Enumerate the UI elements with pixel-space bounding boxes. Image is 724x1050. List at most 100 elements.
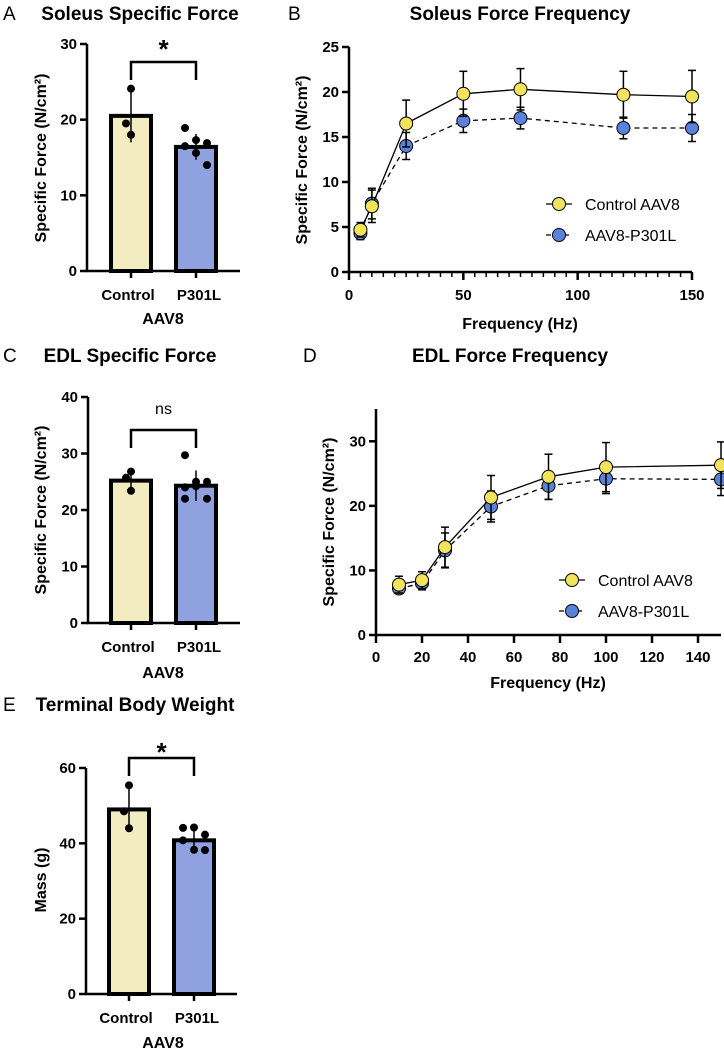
panel-c-ytick-label: 20 [61, 502, 78, 519]
panel-d-legend-label: AAV8-P301L [598, 604, 689, 621]
panel-c-data-point [127, 486, 135, 495]
panel-a-category-label: P301L [177, 287, 221, 304]
panel-a-data-point [192, 148, 200, 157]
panel-c-data-point [181, 483, 189, 492]
panel-e-bar-control [107, 807, 151, 997]
panel-a-data-point [181, 123, 189, 132]
chart-marks: 0 10 20 30 Control P301L * 0 10 20 30 40 Control P301… [59, 34, 724, 1027]
panel-a-ytick-label: 20 [60, 112, 77, 129]
panel-e-data-point [190, 823, 198, 832]
panel-d-xtick-label: 80 [552, 649, 569, 666]
panel-a-data-point [203, 139, 211, 148]
panel-d-xtick-label: 140 [685, 649, 710, 666]
panel-b-legend-label: Control AAV8 [585, 197, 680, 214]
panel-e-category-label: P301L [175, 1010, 219, 1027]
panel-b-legend-marker [552, 197, 566, 211]
panel-d-xtick-label: 120 [639, 649, 664, 666]
panel-e-xlabel: AAV8 [142, 1035, 184, 1050]
panel-a-data-point [122, 119, 130, 128]
panel-c-data-point [181, 451, 189, 460]
panel-b-series-line [359, 117, 692, 234]
panel-c-data-point [122, 473, 130, 482]
panel-b-ytick-label: 0 [331, 264, 339, 281]
panel-c-significance-label: ns [155, 401, 172, 418]
panel-d-xlabel: Frequency (Hz) [490, 675, 606, 692]
panel-b-data-point [513, 111, 528, 126]
panel-a-xlabel: AAV8 [142, 311, 184, 328]
panel-a-category-label: Control [101, 287, 154, 304]
panel-b-ylabel: Specific Force (N/cm²) [294, 76, 311, 245]
panel-e-data-point [179, 836, 187, 845]
panel-e-data-point [125, 824, 133, 833]
panel-b-data-point [685, 89, 699, 104]
panel-a-data-point [192, 136, 200, 145]
panel-c-ytick-label: 0 [70, 615, 78, 632]
panel-a-ytick-label: 10 [60, 187, 77, 204]
panel-b-ytick-label: 5 [331, 219, 339, 236]
panel-e-ytick-label: 40 [59, 835, 76, 852]
panel-a-data-point [127, 84, 135, 93]
panel-d-data-point [438, 540, 452, 555]
panel-d-xtick-label: 60 [506, 649, 523, 666]
panel-e-data-point [125, 781, 133, 790]
panel-c-data-point [181, 494, 189, 503]
panel-b-xtick-label: 150 [679, 287, 704, 304]
panel-c-category-label: P301L [177, 639, 221, 656]
panel-b-data-point [616, 121, 631, 135]
panel-c-ylabel: Specific Force (N/cm²) [33, 426, 50, 595]
panel-d-xtick-label: 20 [414, 649, 431, 666]
panel-c-title: EDL Specific Force [44, 346, 217, 367]
panel-b-data-point [364, 199, 379, 214]
panel-d-data-point [714, 458, 724, 473]
panel-e-data-point [190, 845, 198, 854]
panel-b-legend-label: AAV8-P301L [585, 228, 676, 245]
panel-letter-b: B [288, 4, 301, 25]
panel-d-data-point [415, 573, 429, 588]
panel-a-data-point [181, 142, 189, 151]
panel-b-data-point [353, 222, 368, 237]
panel-b-data-point [513, 82, 528, 97]
panel-c-xlabel: AAV8 [142, 665, 184, 682]
panel-d-legend-marker [565, 604, 579, 618]
panel-letter-c: C [3, 346, 17, 367]
panel-letter-e: E [3, 695, 16, 716]
panel-c-data-point [203, 494, 211, 503]
panel-e-significance-bracket [127, 756, 196, 776]
panel-e-data-point [201, 830, 209, 839]
panel-b-ytick-label: 15 [322, 129, 339, 146]
panel-b-xtick-label: 100 [565, 287, 590, 304]
panel-e-ytick-label: 20 [59, 911, 76, 928]
panel-d-data-point [599, 460, 613, 475]
panel-c-ytick-label: 30 [61, 446, 78, 463]
panel-a-significance-bracket [129, 60, 198, 80]
panel-a-title: Soleus Specific Force [41, 4, 238, 25]
panel-a-ytick-label: 30 [60, 36, 77, 53]
panel-b-legend-marker [552, 228, 566, 242]
panel-b-data-point [399, 116, 414, 131]
panel-a-data-point [203, 161, 211, 170]
panel-c-ytick-label: 40 [61, 389, 78, 406]
panel-b-data-point [685, 121, 699, 135]
panel-d-ylabel: Specific Force (N/cm²) [321, 438, 338, 607]
panel-b-xlabel: Frequency (Hz) [462, 316, 578, 333]
panel-b-xtick-label: 0 [345, 287, 353, 304]
panel-d-data-point [714, 472, 724, 487]
panel-d-ytick-label: 20 [349, 498, 366, 515]
panel-e-data-point [120, 807, 128, 816]
panel-e-data-point [201, 846, 209, 855]
panel-b-data-point [616, 87, 631, 102]
panel-d-data-point [484, 490, 498, 505]
panel-d-xtick-label: 40 [460, 649, 477, 666]
panel-letter-a: A [3, 4, 16, 25]
panel-d-ytick-label: 30 [349, 433, 366, 450]
panel-c-significance-bracket [129, 428, 198, 448]
panel-e-ytick-label: 0 [68, 986, 76, 1003]
panel-d-legend-label: Control AAV8 [598, 573, 693, 590]
panel-b-ytick-label: 25 [322, 39, 339, 56]
panel-d-xtick-label: 100 [593, 649, 618, 666]
panel-c-ytick-label: 10 [61, 559, 78, 576]
panel-a-ytick-label: 0 [69, 263, 77, 280]
panel-b-data-point [456, 86, 471, 101]
panel-c-category-label: Control [101, 639, 154, 656]
panel-e-category-label: Control [99, 1010, 152, 1027]
